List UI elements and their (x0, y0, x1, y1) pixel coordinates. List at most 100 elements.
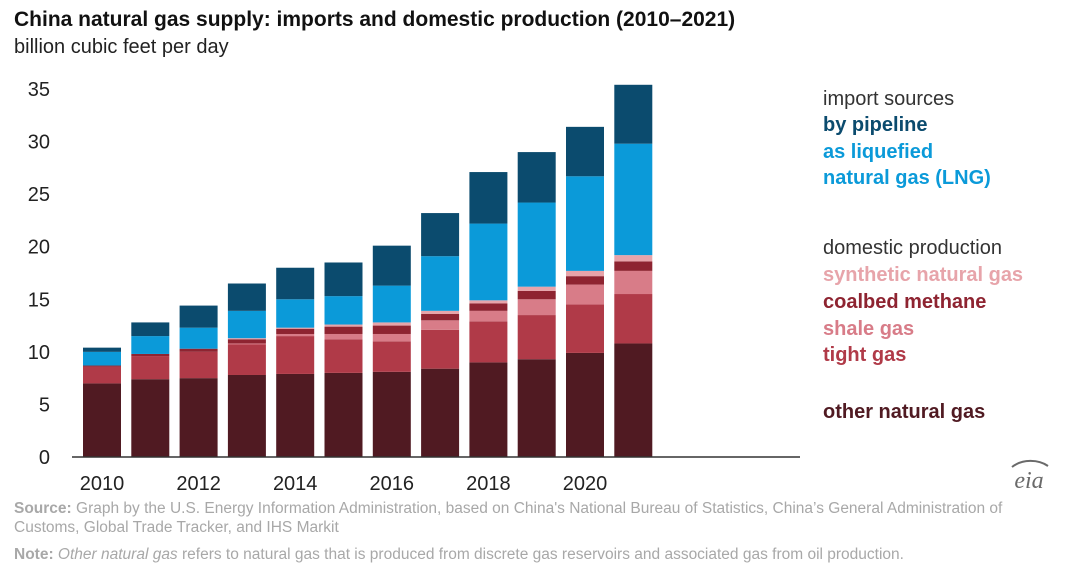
bar-pipeline-2013 (227, 283, 266, 311)
source-note: Source: Graph by the U.S. Energy Informa… (14, 499, 1054, 537)
bar-synthetic-2016 (372, 322, 411, 326)
bar-other-2012 (179, 378, 218, 457)
bar-other-2019 (517, 359, 556, 457)
bar-tight-2021 (614, 294, 653, 344)
y-tick-label: 35 (28, 79, 50, 101)
bar-other-2011 (131, 379, 170, 457)
bar-other-2018 (469, 362, 508, 457)
bar-pipeline-2018 (469, 172, 508, 224)
footnote: Note: Other natural gas refers to natura… (14, 545, 1054, 564)
legend-other: other natural gas (823, 401, 986, 423)
x-tick-label: 2014 (273, 473, 318, 495)
bar-synthetic-2013 (227, 338, 266, 340)
bar-other-2013 (227, 374, 266, 457)
bar-other-2021 (614, 343, 653, 457)
chart-y-unit-label: billion cubic feet per day (14, 36, 229, 58)
bar-tight-2011 (131, 356, 170, 380)
bar-synthetic-2018 (469, 300, 508, 304)
bar-coalbed-2014 (276, 328, 315, 334)
bar-pipeline-2012 (179, 305, 218, 328)
bar-tight-2018 (469, 321, 508, 363)
y-tick-label: 25 (28, 184, 50, 206)
bar-lng-2018 (469, 223, 508, 301)
y-tick-label: 0 (39, 447, 50, 469)
bar-coalbed-2013 (227, 339, 266, 344)
bar-tight-2013 (227, 344, 266, 375)
bar-pipeline-2011 (131, 322, 170, 337)
bar-stacks (83, 84, 653, 457)
bar-coalbed-2020 (566, 276, 604, 285)
source-label: Source: (14, 500, 72, 517)
bar-pipeline-2010 (83, 347, 121, 352)
bar-lng-2013 (227, 310, 266, 339)
bar-synthetic-2020 (566, 270, 604, 277)
x-tick-label: 2016 (370, 473, 415, 495)
bar-coalbed-2018 (469, 303, 508, 311)
bar-tight-2019 (517, 315, 556, 360)
legend-import-heading: import sources (823, 88, 955, 110)
bar-tight-2010 (83, 366, 121, 384)
bar-lng-2012 (179, 327, 218, 349)
eia-logo: eia (1011, 459, 1049, 494)
bar-pipeline-2020 (566, 126, 604, 177)
bar-pipeline-2021 (614, 84, 653, 144)
legend-synthetic: synthetic natural gas (823, 264, 1024, 286)
bar-lng-2016 (372, 285, 411, 323)
bar-lng-2010 (83, 351, 121, 366)
x-tick-label: 2020 (563, 473, 608, 495)
bar-synthetic-2014 (276, 327, 315, 329)
x-tick-label: 2018 (466, 473, 511, 495)
legend-lng-line1: as liquefied (823, 141, 934, 163)
bar-shale-2015 (324, 333, 363, 340)
legend-tight: tight gas (823, 344, 907, 366)
bar-other-2017 (421, 368, 460, 457)
y-tick-label: 30 (28, 132, 50, 154)
bar-coalbed-2017 (421, 314, 460, 321)
x-axis: 2010 2012 2014 2016 2018 2020 (80, 473, 608, 495)
legend-coalbed: coalbed methane (823, 291, 987, 313)
bar-shale-2013 (227, 343, 266, 345)
bar-tight-2020 (566, 304, 604, 353)
bar-other-2014 (276, 373, 315, 457)
bar-tight-2016 (372, 341, 411, 372)
bar-pipeline-2017 (421, 213, 460, 257)
bar-lng-2015 (324, 296, 363, 325)
y-tick-label: 20 (28, 237, 50, 259)
legend-lng-line2: natural gas (LNG) (823, 167, 991, 189)
y-tick-label: 15 (28, 289, 50, 311)
bar-coalbed-2021 (614, 261, 653, 271)
bar-tight-2014 (276, 336, 315, 374)
bar-lng-2014 (276, 299, 315, 328)
bar-coalbed-2015 (324, 326, 363, 334)
bar-shale-2020 (566, 284, 604, 305)
bar-synthetic-2015 (324, 324, 363, 327)
bar-synthetic-2017 (421, 310, 460, 314)
chart-title: China natural gas supply: imports and do… (14, 8, 736, 31)
note-text: refers to natural gas that is produced f… (177, 546, 904, 563)
bar-other-2020 (566, 352, 604, 457)
x-tick-label: 2012 (176, 473, 221, 495)
y-tick-label: 5 (39, 394, 50, 416)
bar-pipeline-2019 (517, 152, 556, 203)
note-italic: Other natural gas (57, 546, 178, 563)
bar-shale-2019 (517, 299, 556, 316)
y-axis: 0 5 10 15 20 25 30 35 (28, 79, 50, 469)
eia-logo-text: eia (1014, 468, 1043, 494)
stacked-bar-chart: 0 5 10 15 20 25 30 35 2010 2012 2014 2016 2018 2020 (28, 79, 800, 495)
bar-coalbed-2016 (372, 325, 411, 334)
note-label: Note: (14, 546, 54, 563)
bar-other-2010 (83, 383, 121, 457)
bar-lng-2017 (421, 256, 460, 311)
legend-domestic-heading: domestic production (823, 237, 1002, 259)
bar-pipeline-2015 (324, 262, 363, 297)
bar-shale-2014 (276, 333, 315, 337)
bar-other-2016 (372, 371, 411, 457)
bar-coalbed-2019 (517, 290, 556, 300)
bar-pipeline-2016 (372, 245, 411, 286)
bar-other-2015 (324, 372, 363, 457)
source-text: Graph by the U.S. Energy Information Adm… (14, 500, 1003, 536)
bar-lng-2020 (566, 176, 604, 271)
bar-tight-2015 (324, 339, 363, 373)
bar-coalbed-2012 (179, 348, 218, 352)
bar-shale-2017 (421, 320, 460, 330)
